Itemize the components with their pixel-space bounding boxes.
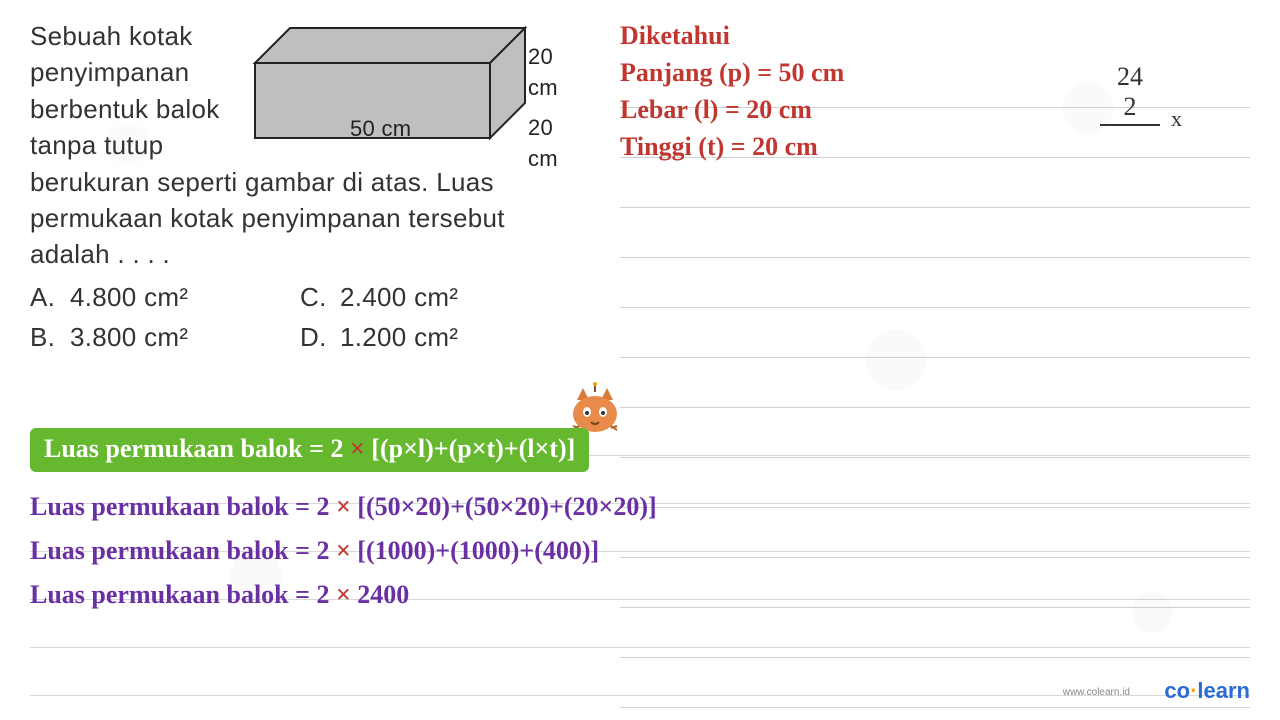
side-calc-denominator: 2 xyxy=(1100,92,1160,122)
q-line: Sebuah kotak xyxy=(30,18,240,54)
dim-height-label: 20 cm xyxy=(528,42,580,104)
known-line: Tinggi (t) = 20 cm xyxy=(620,129,1250,164)
q-line: permukaan kotak penyimpanan tersebut xyxy=(30,200,590,236)
work-line-3: Luas permukaan balok = 2 × 2400 xyxy=(30,580,1250,610)
known-heading: Diketahui xyxy=(620,18,1250,53)
brand-post: learn xyxy=(1197,678,1250,703)
side-calc-divider xyxy=(1100,124,1160,126)
work-area: Luas permukaan balok = 2 × [(p×l)+(p×t)+… xyxy=(30,428,1250,624)
formula-times: × xyxy=(350,434,365,463)
dim-width-label: 20 cm xyxy=(528,113,580,175)
side-calculation: 24 2 x xyxy=(1100,62,1160,128)
q-line: berukuran seperti gambar di atas. Luas xyxy=(30,164,590,200)
dim-length-label: 50 cm xyxy=(350,114,411,145)
work-line-2: Luas permukaan balok = 2 × [(1000)+(1000… xyxy=(30,536,1250,566)
brand-logo: co·learn xyxy=(1164,678,1250,704)
brand-pre: co xyxy=(1164,678,1190,703)
answer-options: A.4.800 cm² C.2.400 cm² B.3.800 cm² D.1.… xyxy=(30,279,590,356)
option-a: A.4.800 cm² xyxy=(30,279,280,315)
question-text-narrow: Sebuah kotak penyimpanan berbentuk balok… xyxy=(30,18,240,164)
q-line: adalah . . . . xyxy=(30,236,590,272)
formula-highlight: Luas permukaan balok = 2 × [(p×l)+(p×t)+… xyxy=(30,428,589,472)
cuboid-diagram: 50 cm 20 cm 20 cm xyxy=(240,18,580,158)
q-line: berbentuk balok xyxy=(30,91,240,127)
q-line: tanpa tutup xyxy=(30,127,240,163)
work-line-1: Luas permukaan balok = 2 × [(50×20)+(50×… xyxy=(30,492,1250,522)
q-line: penyimpanan xyxy=(30,54,240,90)
formula-prefix: Luas permukaan balok = 2 xyxy=(44,434,350,463)
side-calc-op: x xyxy=(1171,106,1182,132)
question-text-wide: berukuran seperti gambar di atas. Luas p… xyxy=(30,164,590,273)
option-b: B.3.800 cm² xyxy=(30,319,280,355)
side-calc-numerator: 24 xyxy=(1100,62,1160,92)
cat-mascot-icon xyxy=(565,378,625,432)
footer-url: www.colearn.id xyxy=(1063,687,1130,698)
option-c: C.2.400 cm² xyxy=(300,279,550,315)
option-d: D.1.200 cm² xyxy=(300,319,550,355)
formula-body: [(p×l)+(p×t)+(l×t)] xyxy=(365,434,576,463)
question-block: Sebuah kotak penyimpanan berbentuk balok… xyxy=(30,18,590,356)
